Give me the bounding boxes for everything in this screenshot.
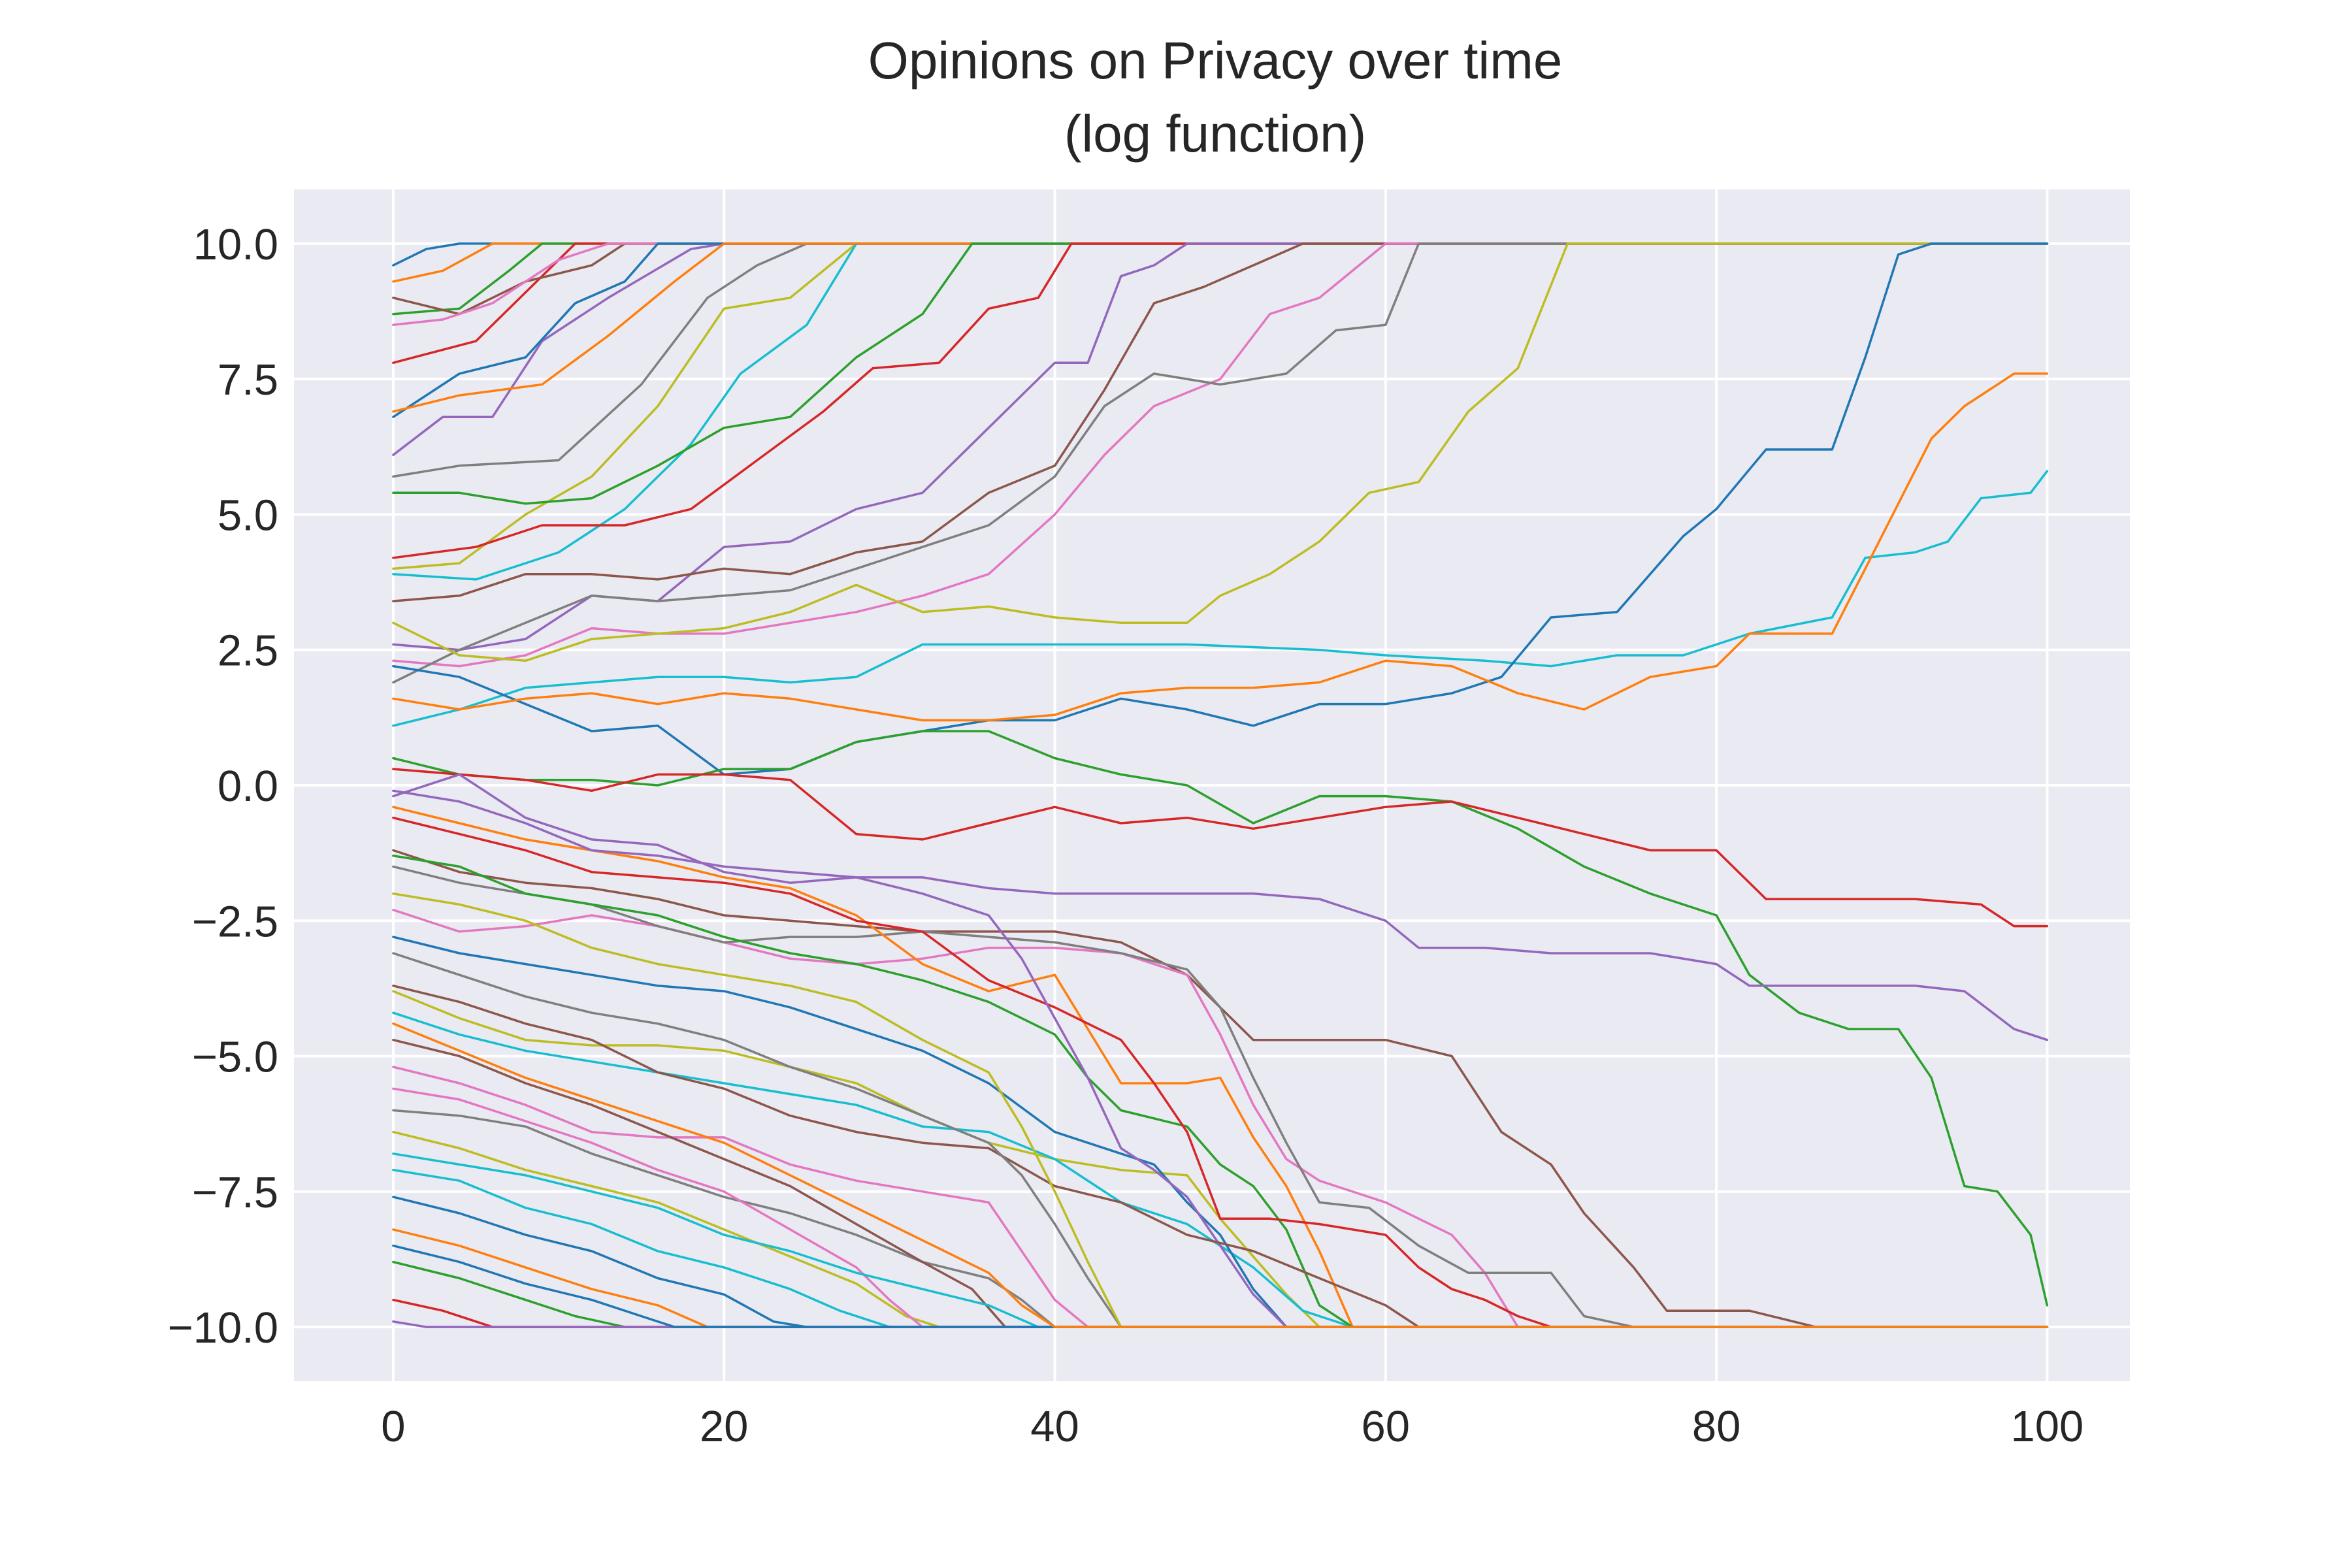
series-line-50 [392,1244,2049,1328]
series-line-45 [392,1038,2049,1328]
series-line-7 [392,242,2049,478]
series-line-23 [392,768,2049,928]
series-line-35 [392,985,2049,1328]
series-line-32 [392,855,2049,1328]
x-tick-label-2: 40 [1030,1402,1079,1451]
y-tick-label-5: −2.5 [192,897,278,946]
series-line-15 [392,242,2049,602]
series-line-14 [392,242,2049,651]
series-line-12 [392,242,2049,505]
series-line-49 [392,1152,2049,1328]
series-line-46 [392,1087,2049,1328]
y-tick-label-7: −7.5 [192,1168,278,1217]
y-axis-ticks: 10.0 7.5 5.0 2.5 0.0 −2.5 −5.0 −7.5 −10.0 [167,220,278,1352]
y-tick-label-8: −10.0 [167,1303,278,1352]
series-line-10 [392,242,2049,418]
series-line-51 [392,1022,2049,1328]
series-line-29 [392,1011,2049,1328]
chart-title-line-2: (log function) [1064,105,1366,163]
chart-title-line-1: Opinions on Privacy over time [868,31,1563,90]
series-line-47 [392,952,2049,1328]
x-tick-label-4: 80 [1692,1402,1741,1451]
series-line-34 [392,789,2049,1328]
series-line-13 [392,242,2049,559]
series-line-20 [392,242,2049,776]
series-line-36 [392,1066,2049,1328]
series-line-17 [392,242,2049,684]
series-group [392,242,2049,1328]
series-line-11 [392,242,2049,413]
x-tick-label-3: 60 [1362,1402,1411,1451]
series-line-37 [392,1109,2049,1328]
series-line-22 [392,730,2049,1307]
series-line-24 [392,773,2049,1041]
y-tick-label-2: 5.0 [218,491,278,540]
y-tick-label-6: −5.0 [192,1033,278,1082]
series-line-18 [392,242,2049,662]
series-line-48 [392,892,2049,1328]
series-line-40 [392,1196,2049,1328]
series-line-8 [392,242,2049,570]
series-line-16 [392,242,2049,668]
series-line-9 [392,242,2049,581]
y-tick-label-1: 7.5 [218,355,278,404]
x-tick-label-5: 100 [2011,1402,2084,1451]
series-line-19 [392,470,2049,727]
y-tick-label-0: 10.0 [193,220,278,269]
y-tick-label-3: 2.5 [218,627,278,676]
x-tick-label-1: 20 [700,1402,749,1451]
series-line-21 [392,372,2049,722]
x-tick-label-0: 0 [381,1402,405,1451]
x-axis-ticks: 0 20 40 60 80 100 [381,1402,2083,1451]
series-line-33 [392,816,2049,1328]
series-line-38 [392,1130,2049,1328]
y-tick-label-4: 0.0 [218,762,278,811]
series-line-27 [392,865,2049,1328]
series-line-39 [392,1168,2049,1328]
